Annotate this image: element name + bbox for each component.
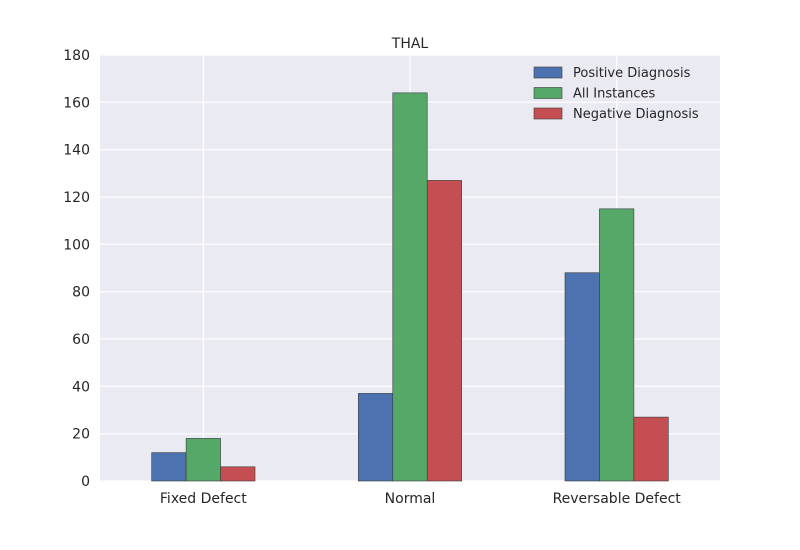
- bar-all-instances-1: [392, 92, 428, 482]
- bar-positive-diagnosis-1: [358, 393, 394, 482]
- x-axis-ticks: Fixed Defect Normal Reversable Defect: [160, 491, 681, 507]
- bar-all-instances-2: [599, 208, 635, 482]
- legend-label: Negative Diagnosis: [573, 107, 699, 122]
- bar-negative-diagnosis-0: [220, 466, 256, 482]
- bars: [151, 92, 669, 482]
- legend: Positive Diagnosis All Instances Negative …: [533, 66, 699, 122]
- y-tick-label: 0: [81, 474, 90, 490]
- legend-swatch: [533, 87, 563, 99]
- x-tick-label: Reversable Defect: [553, 491, 682, 507]
- x-tick-label: Fixed Defect: [160, 491, 247, 507]
- legend-label: All Instances: [573, 87, 656, 102]
- y-tick-label: 180: [63, 48, 90, 64]
- bar-positive-diagnosis-0: [151, 452, 187, 482]
- y-tick-label: 40: [72, 379, 90, 395]
- bar-negative-diagnosis-1: [426, 180, 462, 482]
- y-tick-label: 80: [72, 285, 90, 301]
- y-tick-label: 160: [63, 95, 90, 111]
- y-tick-label: 140: [63, 143, 90, 159]
- x-tick-label: Normal: [385, 491, 436, 507]
- y-tick-label: 100: [63, 237, 90, 253]
- chart-title: THAL: [391, 36, 429, 52]
- y-tick-label: 120: [63, 190, 90, 206]
- y-tick-label: 20: [72, 427, 90, 443]
- bar-all-instances-0: [185, 438, 221, 482]
- y-axis-ticks: 0 20 40 60 80 100 120 140 160 180: [63, 48, 90, 490]
- legend-swatch: [533, 107, 563, 120]
- legend-label: Positive Diagnosis: [573, 66, 691, 81]
- bar-positive-diagnosis-2: [564, 272, 600, 482]
- bar-negative-diagnosis-2: [633, 416, 669, 482]
- legend-swatch: [533, 66, 563, 79]
- y-tick-label: 60: [72, 332, 90, 348]
